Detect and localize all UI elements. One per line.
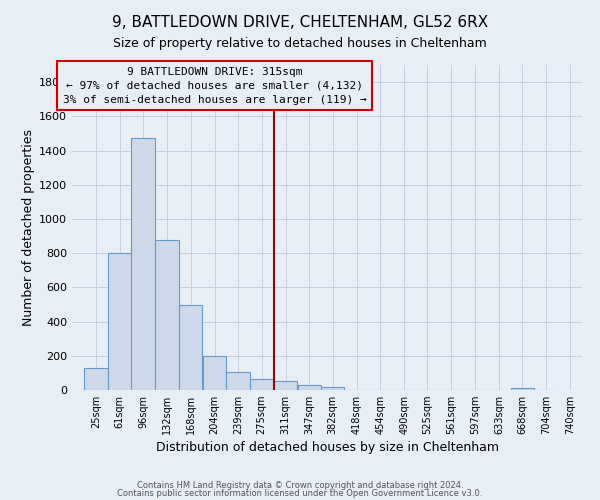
Bar (179, 306, 202, 390)
Bar (274, 382, 298, 390)
Text: Contains HM Land Registry data © Crown copyright and database right 2024.: Contains HM Land Registry data © Crown c… (137, 480, 463, 490)
Text: 9 BATTLEDOWN DRIVE: 315sqm
← 97% of detached houses are smaller (4,132)
3% of se: 9 BATTLEDOWN DRIVE: 315sqm ← 97% of deta… (63, 66, 367, 104)
Bar (321, 386, 344, 390)
X-axis label: Distribution of detached houses by size in Cheltenham: Distribution of detached houses by size … (155, 442, 499, 454)
Bar (226, 372, 250, 390)
Bar (250, 379, 274, 390)
Bar (155, 240, 179, 390)
Bar (131, 138, 155, 390)
Bar (511, 388, 534, 390)
Text: Contains public sector information licensed under the Open Government Licence v3: Contains public sector information licen… (118, 489, 482, 498)
Bar (298, 385, 321, 390)
Text: Size of property relative to detached houses in Cheltenham: Size of property relative to detached ho… (113, 38, 487, 51)
Bar (84, 368, 107, 390)
Y-axis label: Number of detached properties: Number of detached properties (22, 129, 35, 326)
Bar (108, 253, 131, 390)
Bar (203, 356, 226, 390)
Text: 9, BATTLEDOWN DRIVE, CHELTENHAM, GL52 6RX: 9, BATTLEDOWN DRIVE, CHELTENHAM, GL52 6R… (112, 15, 488, 30)
